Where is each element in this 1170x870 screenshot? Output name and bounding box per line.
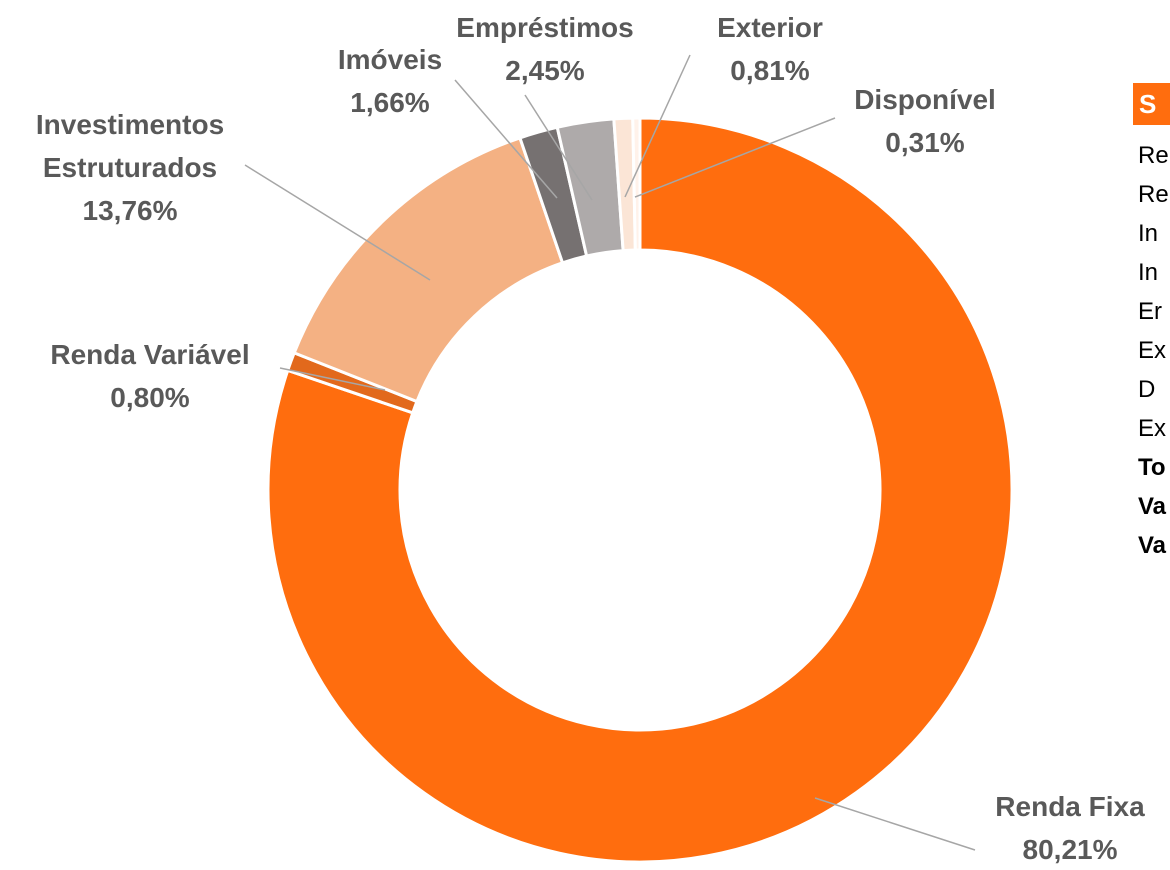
value-label: 80,21% bbox=[1022, 834, 1118, 865]
table-row: To bbox=[1138, 454, 1166, 481]
table-row: Re bbox=[1138, 181, 1169, 208]
slice bbox=[292, 136, 565, 404]
value-label: 1,66% bbox=[350, 87, 430, 118]
leader-line bbox=[279, 367, 386, 391]
category-label: Renda Variável bbox=[50, 339, 250, 370]
value-label: 0,80% bbox=[110, 382, 190, 413]
data-label: Imóveis 1,66% bbox=[315, 38, 465, 124]
table-row: Va bbox=[1138, 532, 1167, 559]
category-label: Empréstimos bbox=[456, 12, 634, 43]
value-label: 0,81% bbox=[730, 55, 810, 86]
slice bbox=[631, 116, 642, 252]
table-row: In bbox=[1138, 259, 1159, 286]
category-label: Exterior bbox=[717, 12, 823, 43]
slice bbox=[266, 116, 1014, 864]
leader-line bbox=[454, 79, 558, 199]
table-row: Ex bbox=[1138, 337, 1167, 364]
table-row: Va bbox=[1138, 493, 1167, 520]
category-label: Disponível bbox=[854, 84, 996, 115]
table-row: D bbox=[1138, 376, 1156, 403]
leader-line bbox=[814, 797, 976, 851]
category-label: Investimentos Estruturados bbox=[35, 109, 225, 183]
leader-line bbox=[244, 164, 431, 281]
table-row: Ex bbox=[1138, 415, 1167, 442]
data-label: Empréstimos 2,45% bbox=[445, 6, 645, 92]
data-label: Exterior 0,81% bbox=[670, 6, 870, 92]
data-label: Investimentos Estruturados 13,76% bbox=[0, 103, 260, 232]
leader-line bbox=[624, 54, 691, 198]
category-label: Imóveis bbox=[337, 44, 443, 75]
table-row: Er bbox=[1138, 298, 1162, 325]
value-label: 2,45% bbox=[505, 55, 585, 86]
leader-line bbox=[634, 117, 836, 198]
table-header: S bbox=[1133, 83, 1170, 125]
value-label: 0,31% bbox=[885, 127, 965, 158]
data-label: Renda Variável 0,80% bbox=[0, 333, 300, 419]
data-label: Disponível 0,31% bbox=[825, 78, 1025, 164]
value-label: 13,76% bbox=[82, 195, 178, 226]
table-row: In bbox=[1138, 220, 1159, 247]
leader-line bbox=[524, 94, 593, 201]
data-label: Renda Fixa 80,21% bbox=[970, 785, 1170, 870]
category-label: Renda Fixa bbox=[995, 791, 1145, 822]
table-row: Re bbox=[1138, 142, 1169, 169]
